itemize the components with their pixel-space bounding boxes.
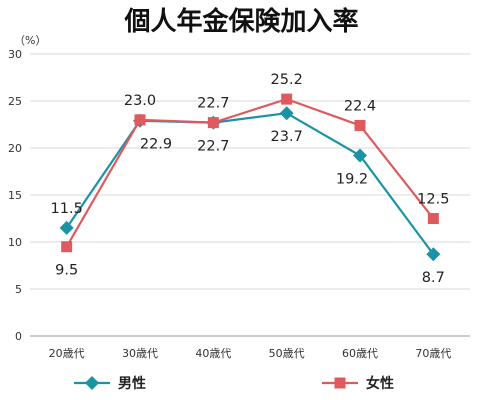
data-label: 23.7 — [271, 129, 303, 145]
series-male — [59, 106, 441, 262]
series-group — [59, 93, 441, 262]
series-line — [65, 98, 435, 248]
y-tick-label: 25 — [8, 95, 22, 108]
data-point-diamond — [353, 148, 367, 163]
legend-item-male: 男性 — [74, 375, 146, 392]
data-label: 22.4 — [344, 98, 376, 114]
y-axis-unit-label: （%） — [14, 34, 46, 47]
x-tick-label: 20歳代 — [49, 347, 85, 360]
data-labels: 11.5 22.9 22.7 23.7 19.2 8.7 9.5 23.0 22.7 25.2 22… — [51, 72, 450, 286]
chart-title: 個人年金保険加入率 — [123, 6, 358, 37]
data-point-square — [354, 119, 366, 131]
x-tick-label: 70歳代 — [415, 347, 451, 360]
data-label: 11.5 — [51, 201, 83, 217]
data-point-diamond — [426, 247, 441, 262]
legend: 男性 女性 — [74, 375, 394, 392]
data-label: 23.0 — [124, 93, 156, 109]
data-label: 22.7 — [197, 139, 229, 155]
x-tick-label: 30歳代 — [122, 347, 158, 360]
data-point-diamond — [59, 220, 74, 235]
data-label: 12.5 — [417, 192, 449, 208]
x-tick-label: 60歳代 — [342, 347, 378, 360]
gridlines — [30, 53, 470, 337]
data-point-square — [207, 117, 219, 129]
y-tick-label: 15 — [8, 189, 22, 202]
series-female — [61, 93, 439, 253]
data-point-diamond — [279, 106, 294, 121]
y-tick-label: 10 — [8, 236, 22, 249]
legend-item-female: 女性 — [322, 375, 394, 392]
data-point-square — [134, 114, 146, 126]
y-tick-label: 0 — [15, 330, 22, 343]
data-label: 22.9 — [140, 137, 172, 153]
legend-label: 男性 — [118, 375, 146, 392]
x-tick-label: 40歳代 — [195, 347, 231, 360]
y-tick-label: 30 — [8, 48, 22, 61]
legend-marker-square — [334, 377, 346, 389]
legend-label: 女性 — [366, 375, 394, 392]
series-line — [65, 112, 435, 255]
y-tick-label: 20 — [8, 142, 22, 155]
data-label: 19.2 — [336, 172, 368, 188]
data-label: 8.7 — [422, 270, 445, 286]
data-point-square — [61, 241, 73, 253]
y-tick-label: 5 — [15, 283, 22, 296]
data-label: 22.7 — [197, 96, 229, 112]
x-axis-ticks: 20歳代 30歳代 40歳代 50歳代 60歳代 70歳代 — [49, 347, 452, 360]
y-axis-ticks: 0 5 10 15 20 25 30 — [8, 48, 22, 343]
legend-marker-diamond — [85, 376, 99, 390]
data-point-square — [281, 93, 293, 105]
data-label: 25.2 — [271, 72, 303, 88]
x-tick-label: 50歳代 — [269, 347, 305, 360]
data-point-square — [427, 213, 439, 224]
data-label: 9.5 — [55, 263, 78, 279]
